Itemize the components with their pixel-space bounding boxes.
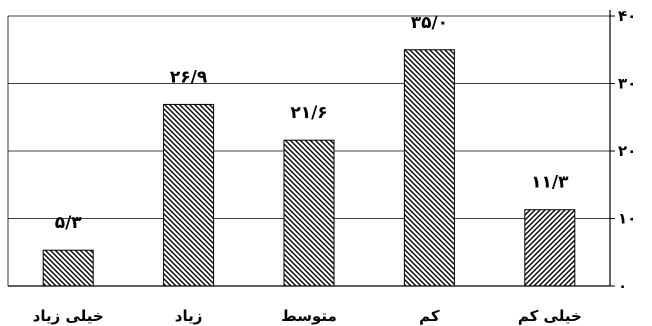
y-tick-label: ۴۰	[618, 7, 636, 25]
data-label: ۱۱/۳	[531, 173, 569, 193]
bar	[42, 249, 94, 287]
category-label: زیاد	[175, 307, 203, 325]
axes	[7, 10, 615, 287]
data-label: ۲۶/۹	[170, 67, 208, 87]
data-label: ۲۱/۶	[290, 103, 327, 123]
bar	[403, 49, 455, 287]
y-tick-label: ۲۰	[618, 142, 636, 160]
bar	[163, 103, 215, 287]
bars	[42, 49, 576, 287]
y-tick-label: ۳۰	[618, 75, 636, 93]
data-label: ۵/۳	[55, 213, 83, 233]
category-label: خیلی کم	[518, 307, 582, 325]
category-label: خیلی زیاد	[33, 307, 104, 325]
labels: ۰ ۱۰ ۲۰ ۳۰ ۴۰ ۱۱/۳ خیلی کم ۳۵/۰ کم ۲۱/۶ متوسط ۲۶/۹ ز…	[33, 7, 637, 325]
y-tick-label: ۰	[618, 277, 627, 295]
bar	[283, 139, 335, 287]
category-label: کم	[419, 307, 440, 325]
data-label: ۳۵/۰	[411, 13, 448, 33]
y-tick-label: ۱۰	[618, 210, 636, 228]
bar	[524, 209, 576, 287]
category-label: متوسط	[281, 307, 337, 325]
